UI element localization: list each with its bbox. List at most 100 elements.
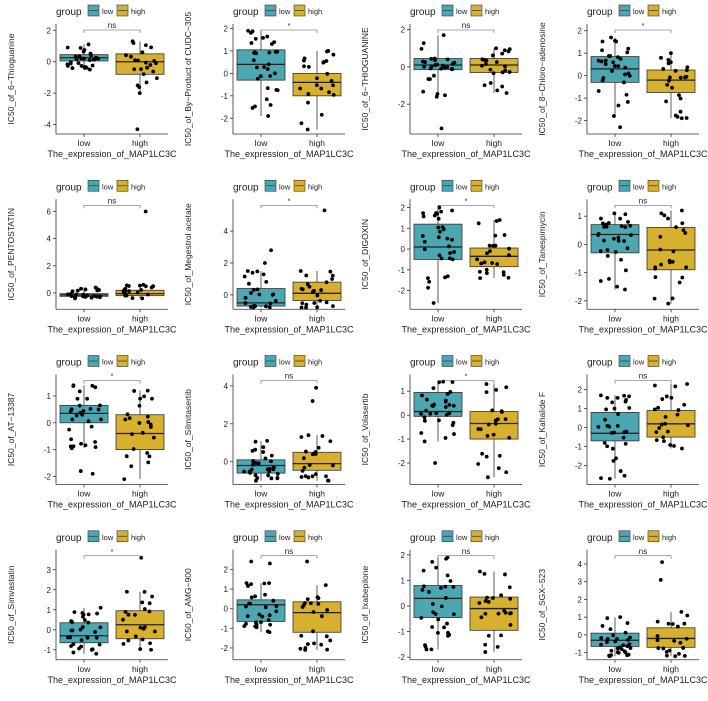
data-point: [451, 585, 456, 589]
data-point: [90, 647, 95, 652]
data-point-outlier: [267, 561, 272, 566]
data-point: [131, 447, 136, 451]
data-point: [605, 254, 610, 258]
data-point: [299, 475, 304, 479]
y-axis-title: IC50_of_Megestrol acetate: [183, 203, 193, 305]
data-point: [503, 417, 508, 422]
data-point: [424, 408, 429, 413]
data-point: [255, 269, 260, 274]
y-tick-label: 2: [578, 27, 583, 36]
data-point: [443, 275, 447, 280]
data-point: [430, 625, 435, 629]
data-point: [313, 472, 318, 477]
data-point: [483, 650, 488, 654]
box-body: [646, 627, 696, 648]
data-point: [443, 405, 448, 409]
data-point: [146, 420, 151, 424]
data-point: [92, 294, 97, 298]
data-point: [257, 612, 262, 617]
points-low: [246, 28, 280, 118]
data-point-outlier: [310, 399, 315, 403]
points-low: [596, 35, 632, 130]
data-point: [149, 647, 153, 652]
data-point: [144, 80, 149, 85]
data-point: [486, 633, 491, 638]
data-point: [613, 250, 618, 254]
data-point: [126, 638, 131, 643]
data-point: [666, 301, 671, 306]
data-point: [421, 41, 426, 45]
data-point: [251, 287, 256, 292]
data-point: [302, 465, 307, 470]
data-point: [610, 69, 614, 73]
points-low: [596, 393, 632, 481]
y-axis-title: IC50_of_Simvastatin: [6, 565, 16, 644]
data-point: [124, 629, 129, 634]
data-point: [87, 67, 92, 72]
data-point: [261, 450, 266, 454]
data-point: [625, 50, 630, 55]
data-point: [432, 402, 436, 407]
box-body: [115, 414, 165, 451]
y-tick-label: 0: [47, 419, 52, 428]
data-point: [479, 261, 484, 266]
legend-label-high: high: [662, 358, 676, 367]
data-point: [656, 646, 661, 650]
data-point: [622, 393, 626, 398]
data-point: [94, 635, 99, 640]
data-point: [673, 654, 678, 659]
legend-label-high: high: [131, 358, 145, 367]
y-axis-title: IC50_of_DIGOXIN: [360, 219, 370, 289]
data-point: [603, 417, 607, 422]
data-point: [450, 61, 455, 66]
data-point: [243, 301, 248, 306]
legend-title: group: [233, 7, 259, 18]
data-point: [265, 67, 270, 71]
legend-title: group: [233, 358, 259, 369]
data-point: [439, 209, 444, 214]
data-point: [152, 629, 157, 634]
data-point: [667, 75, 672, 80]
data-point: [598, 393, 603, 398]
data-point: [423, 644, 428, 649]
box-body: [413, 223, 463, 260]
data-point: [71, 384, 76, 388]
panel-11: group low high IC50_of_Volasertib -2 -1 0 1 low h…: [360, 355, 531, 510]
data-point: [488, 67, 493, 72]
legend-title: group: [233, 182, 259, 193]
y-tick-label: -2: [221, 114, 229, 123]
box-body: [590, 224, 640, 254]
y-tick-label: 3: [47, 566, 52, 575]
data-point: [488, 249, 492, 254]
data-point: [436, 235, 441, 240]
points-high: [298, 559, 333, 652]
data-point: [602, 441, 607, 445]
sig-label: ns: [462, 21, 470, 30]
data-point: [655, 634, 660, 638]
legend-label-high: high: [131, 533, 145, 542]
x-tick-label-high: high: [309, 313, 325, 323]
y-axis-title: IC50_of_Silmitasertib: [183, 389, 193, 470]
box-low: [59, 42, 109, 72]
data-point: [65, 45, 70, 50]
data-point: [607, 424, 612, 429]
data-point: [69, 437, 73, 442]
legend-title: group: [56, 533, 82, 544]
data-point: [684, 265, 689, 270]
legend: group low high: [410, 4, 499, 18]
sig-label: *: [111, 549, 114, 556]
data-point: [425, 276, 430, 281]
legend-label-low: low: [633, 7, 645, 16]
y-tick-label: -2: [398, 653, 406, 662]
box-body: [292, 281, 342, 301]
data-point: [599, 476, 603, 481]
data-point: [305, 642, 310, 647]
data-point: [325, 647, 329, 652]
data-point: [263, 605, 268, 610]
data-point: [331, 52, 336, 57]
data-point: [299, 633, 304, 638]
data-point: [311, 629, 315, 634]
data-point: [141, 72, 146, 77]
x-tick-label-low: low: [432, 664, 446, 674]
sig-label: ns: [639, 196, 647, 205]
